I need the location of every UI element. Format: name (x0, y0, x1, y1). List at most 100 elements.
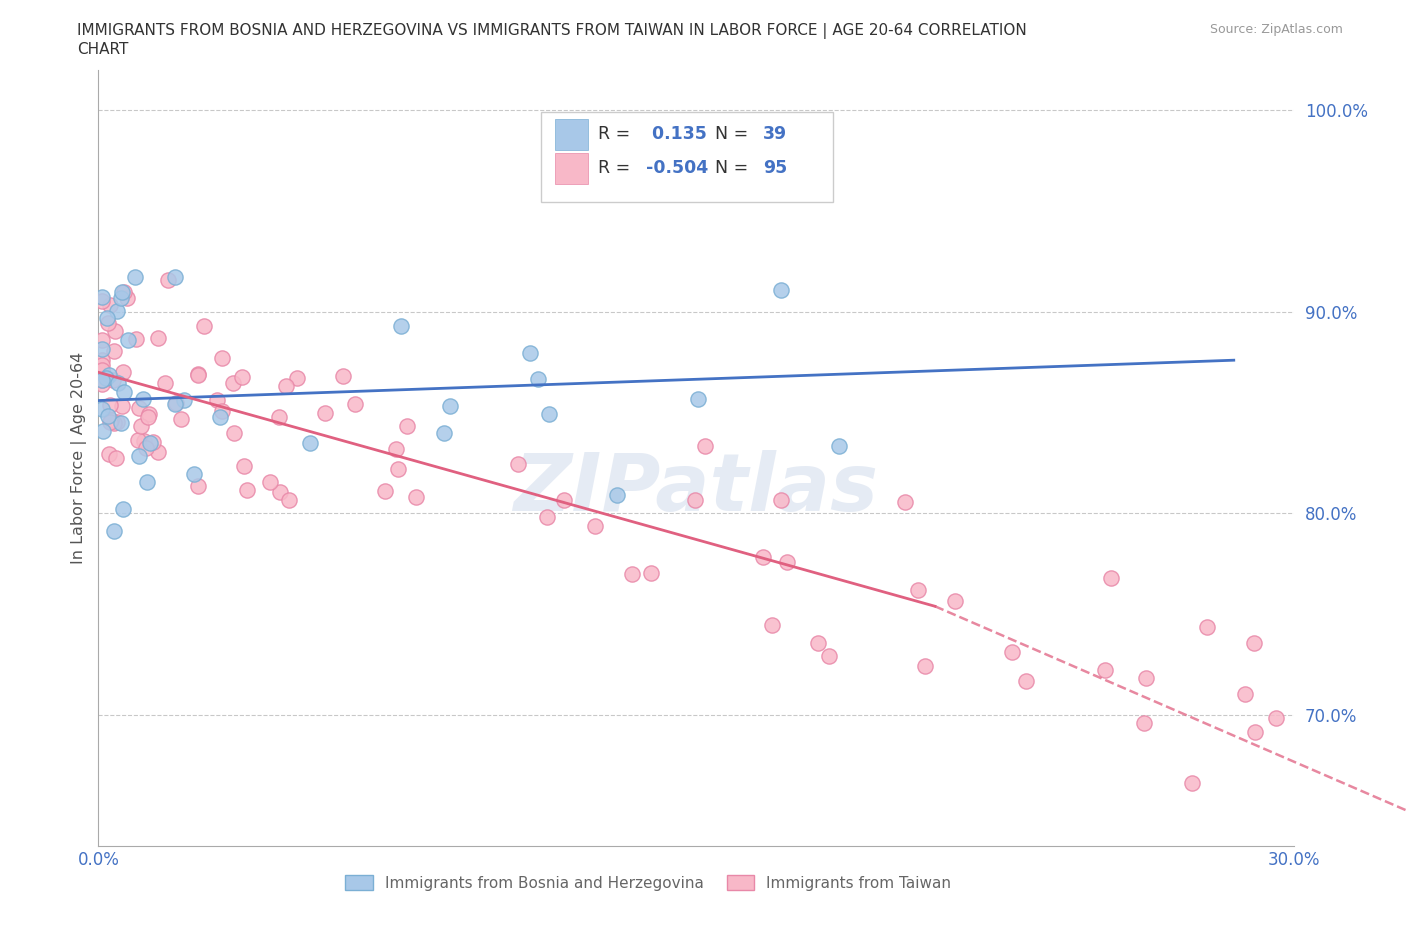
Point (98, 446, 121, 461)
Point (111, 285, 134, 299)
Text: -0.504: -0.504 (645, 159, 709, 178)
Point (114, 285, 136, 299)
Point (807, 635, 830, 650)
Point (148, 330, 170, 345)
Point (224, 425, 246, 440)
Point (105, 451, 128, 466)
Point (285, 370, 308, 385)
Point (508, 457, 530, 472)
Point (236, 483, 259, 498)
Point (211, 351, 233, 365)
Point (277, 492, 299, 507)
Point (163, 396, 186, 411)
Text: Source: ZipAtlas.com: Source: ZipAtlas.com (1209, 23, 1343, 36)
Point (1244, 724, 1267, 739)
Point (125, 332, 148, 347)
Point (686, 392, 709, 406)
Point (129, 419, 152, 434)
Text: N =: N = (716, 126, 748, 143)
Point (98, 397, 121, 412)
Point (894, 495, 917, 510)
Point (117, 333, 139, 348)
Point (132, 433, 155, 448)
Point (405, 490, 427, 505)
Point (1015, 674, 1038, 689)
Point (583, 519, 606, 534)
Point (395, 418, 418, 433)
Point (693, 438, 716, 453)
Point (907, 582, 929, 597)
Point (91, 424, 114, 439)
Point (187, 366, 209, 381)
Point (205, 392, 228, 407)
Text: IMMIGRANTS FROM BOSNIA AND HERZEGOVINA VS IMMIGRANTS FROM TAIWAN IN LABOR FORCE : IMMIGRANTS FROM BOSNIA AND HERZEGOVINA V… (77, 23, 1026, 39)
Point (91, 364, 114, 379)
Point (222, 376, 245, 391)
Point (606, 487, 628, 502)
Point (103, 524, 125, 538)
Point (138, 407, 160, 422)
Point (110, 415, 132, 430)
Point (1132, 716, 1154, 731)
Point (817, 649, 839, 664)
FancyBboxPatch shape (555, 153, 589, 184)
Text: 0.135: 0.135 (645, 126, 707, 143)
Point (103, 416, 125, 431)
Point (683, 493, 706, 508)
Legend: Immigrants from Bosnia and Herzegovina, Immigrants from Taiwan: Immigrants from Bosnia and Herzegovina, … (339, 869, 957, 897)
Point (209, 409, 232, 424)
Point (91, 293, 114, 308)
Point (332, 369, 354, 384)
Point (761, 618, 783, 632)
Point (100, 413, 122, 428)
Point (131, 392, 153, 406)
Point (770, 492, 793, 507)
Point (127, 432, 149, 447)
Point (115, 290, 138, 305)
Point (1094, 663, 1116, 678)
Point (537, 406, 560, 421)
Point (173, 393, 195, 408)
Point (103, 344, 125, 359)
Point (943, 593, 966, 608)
Point (170, 412, 193, 427)
Text: 39: 39 (763, 126, 787, 143)
Point (1180, 776, 1202, 790)
Point (1135, 671, 1157, 685)
Point (621, 566, 644, 581)
Text: R =: R = (598, 126, 630, 143)
Point (105, 303, 128, 318)
Point (267, 409, 290, 424)
Point (91, 377, 114, 392)
Point (553, 493, 575, 508)
Point (828, 438, 851, 453)
Point (112, 384, 135, 399)
Point (389, 319, 412, 334)
Point (387, 461, 409, 476)
Point (97, 315, 120, 330)
Text: ZIPatlas: ZIPatlas (513, 450, 879, 528)
Point (94, 371, 117, 386)
Point (128, 400, 150, 415)
Point (770, 283, 793, 298)
Point (211, 404, 233, 418)
Point (98, 368, 121, 383)
Point (91, 289, 114, 304)
Text: R =: R = (598, 159, 630, 178)
Point (183, 467, 205, 482)
Point (314, 405, 336, 420)
Point (536, 510, 558, 525)
Point (139, 435, 162, 450)
Point (1264, 711, 1286, 725)
Point (1195, 619, 1218, 634)
Point (163, 270, 186, 285)
Point (96, 311, 118, 325)
Y-axis label: In Labor Force | Age 20-64: In Labor Force | Age 20-64 (72, 352, 87, 565)
Point (385, 442, 408, 457)
Point (519, 346, 541, 361)
FancyBboxPatch shape (541, 113, 834, 202)
Point (187, 478, 209, 493)
Point (91, 352, 114, 367)
Point (136, 409, 159, 424)
Point (776, 555, 799, 570)
